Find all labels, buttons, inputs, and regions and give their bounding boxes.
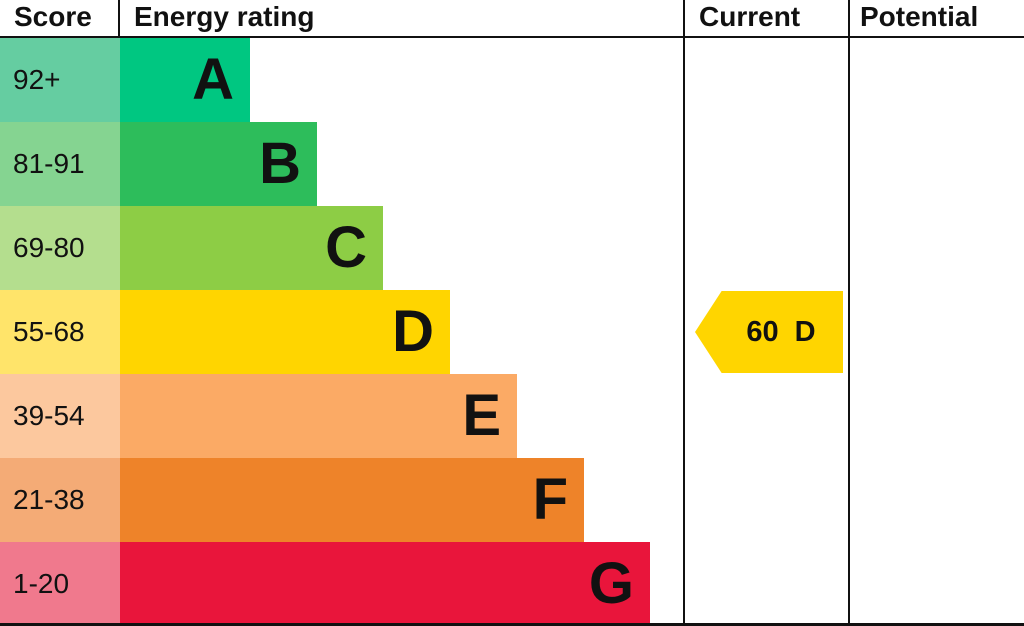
band-bar: F xyxy=(120,458,584,542)
band-bar: E xyxy=(120,374,517,458)
energy-rating-column-header: Energy rating xyxy=(134,1,315,32)
band-score-range: 92+ xyxy=(0,38,120,122)
band-bar: C xyxy=(120,206,383,290)
current-rating-letter: D xyxy=(794,315,816,348)
band-row: 21-38 F xyxy=(0,458,683,542)
band-score-range: 55-68 xyxy=(0,290,120,374)
band-row: 81-91 B xyxy=(0,122,683,206)
band-row: 92+ A xyxy=(0,38,683,122)
rating-bands: 92+ A 81-91 B 69-80 C 55-68 D 39-54 E 21-38 F 1-20 G xyxy=(0,38,683,626)
band-row: 55-68 D xyxy=(0,290,683,374)
band-score-range: 39-54 xyxy=(0,374,120,458)
band-letter: F xyxy=(532,467,568,532)
band-score-range: 69-80 xyxy=(0,206,120,290)
current-column-divider xyxy=(683,0,685,626)
chart-header: Score Energy rating Current Potential xyxy=(0,0,1024,38)
band-letter: E xyxy=(462,383,501,448)
band-score-range: 1-20 xyxy=(0,542,120,626)
band-row: 69-80 C xyxy=(0,206,683,290)
band-letter: B xyxy=(259,131,301,196)
band-score-range: 21-38 xyxy=(0,458,120,542)
band-bar: A xyxy=(120,38,250,122)
band-letter: D xyxy=(392,299,434,364)
score-column-header: Score xyxy=(0,0,120,36)
band-bar: G xyxy=(120,542,650,626)
band-letter: A xyxy=(192,47,234,112)
band-row: 39-54 E xyxy=(0,374,683,458)
band-bar: D xyxy=(120,290,450,374)
band-row: 1-20 G xyxy=(0,542,683,626)
current-column-header: Current xyxy=(699,1,801,32)
current-rating-indicator: 60 D xyxy=(695,291,843,373)
current-score-value: 60 xyxy=(746,315,779,348)
band-bar: B xyxy=(120,122,317,206)
potential-column-header: Potential xyxy=(860,1,979,32)
potential-column-divider xyxy=(848,0,850,626)
chart-bottom-border xyxy=(0,623,1024,626)
band-letter: G xyxy=(588,551,634,616)
band-letter: C xyxy=(325,215,367,280)
band-score-range: 81-91 xyxy=(0,122,120,206)
